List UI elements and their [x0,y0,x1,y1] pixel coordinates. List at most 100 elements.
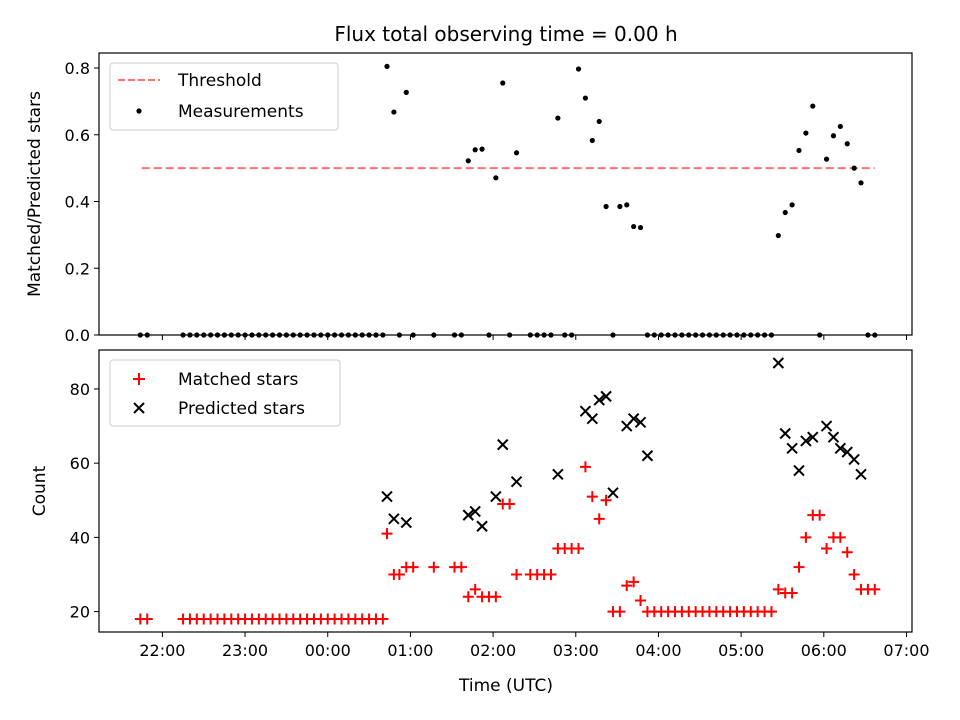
matched-point [393,568,405,580]
measurement-point [858,180,864,186]
measurement-point [384,63,390,69]
predicted-point [779,427,791,440]
threshold-legend-label: Threshold [177,71,262,91]
matched-point [869,583,881,595]
predicted-point [552,468,564,481]
matched-legend-label: Matched stars [178,370,298,390]
count-panel: Count Time (UTC) 22:00 23:00 00:00 01:00 02:… [30,349,930,696]
matched-point [545,568,557,580]
matched-point [490,591,502,603]
measurement-point [500,80,506,86]
measurement-point [844,141,850,147]
matched-point [573,543,585,555]
ratio-y-axis-label: Matched/Predicted stars [25,91,45,297]
predicted-point [462,509,475,521]
predicted-point [827,431,840,443]
measurement-point [637,224,644,231]
measurement-point [603,203,609,210]
measurement-point [201,332,207,338]
predicted-point [800,435,812,447]
measurement-point [493,175,499,181]
predicted-point [476,520,488,532]
measurement-point [755,332,761,338]
measurement-point [796,147,802,154]
measurement-point [137,332,143,338]
measurement-point [256,332,262,338]
matched-point [635,594,647,606]
measurement-point [658,332,664,338]
measurement-point [768,332,775,338]
ratio-y-tick-label: 0.4 [65,193,90,212]
measurement-point [318,332,324,338]
measurement-point [366,332,372,338]
matched-point [614,606,626,618]
measurement-point [242,332,248,338]
x-tick-label: 05:00 [718,641,764,660]
measurement-point [589,137,595,144]
measurement-point [338,332,345,338]
measurement-point [221,332,227,338]
predicted-point [593,394,605,406]
measurement-point [837,123,843,130]
measurement-point [817,332,823,338]
measurement-point [672,332,678,338]
measurement-point [610,332,616,338]
measurement-point [575,66,582,72]
predicted-point [607,487,619,499]
predicted-point [807,431,819,443]
matched-point [462,591,474,603]
x-tick-label: 23:00 [222,641,268,660]
measurement-point [651,332,657,338]
measurement-point [803,130,809,136]
matched-point [621,580,633,592]
measurement-point [235,332,241,338]
measurement-point [720,332,726,338]
measurement-point [789,202,795,208]
measurements-legend-label: Measurements [178,102,304,122]
measurement-point [380,332,386,338]
x-axis-label: Time (UTC) [458,676,553,696]
measurement-point [582,95,589,101]
measurement-point [410,332,416,338]
measurement-point [548,332,554,338]
matched-point [141,613,153,625]
predicted-point [820,420,833,432]
count-y-tick-label: 20 [70,603,90,622]
measurement-point [479,146,485,152]
predicted-point [634,416,647,429]
matched-point [772,583,784,595]
predicted-point [400,516,412,529]
predicted-point [497,438,509,451]
predicted-legend-icon [133,402,145,414]
measurement-point [727,332,733,338]
matched-point [814,509,826,521]
measurement-point [596,118,602,125]
measurement-point [194,332,200,338]
measurement-point [810,103,816,109]
measurement-point [741,332,747,338]
matched-point [628,576,640,588]
measurement-point [734,332,740,338]
measurement-point [214,332,221,338]
count-marks [134,357,881,625]
matched-point [455,561,467,573]
measurement-point [228,332,234,338]
predicted-point [600,390,612,403]
measurement-point [208,332,214,338]
ratio-legend-box [109,62,339,131]
measurement-point [458,332,465,338]
measurement-point [631,223,637,230]
measurement-point [713,332,719,338]
measurement-point [693,332,699,338]
measurement-point [748,332,754,338]
predicted-point [793,464,805,477]
ratio-y-tick-label: 0.2 [65,259,90,278]
predicted-point [855,468,867,481]
count-y-tick-label: 40 [70,528,90,547]
measurement-point [144,332,150,338]
measurement-point [851,165,857,171]
measurement-point [391,109,397,115]
measurement-point [569,332,575,338]
measurement-point [665,332,671,338]
measurement-point [686,332,692,338]
